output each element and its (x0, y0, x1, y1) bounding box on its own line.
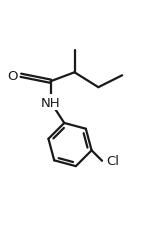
Text: O: O (7, 69, 18, 82)
Text: Cl: Cl (107, 155, 119, 168)
Text: NH: NH (41, 96, 60, 109)
